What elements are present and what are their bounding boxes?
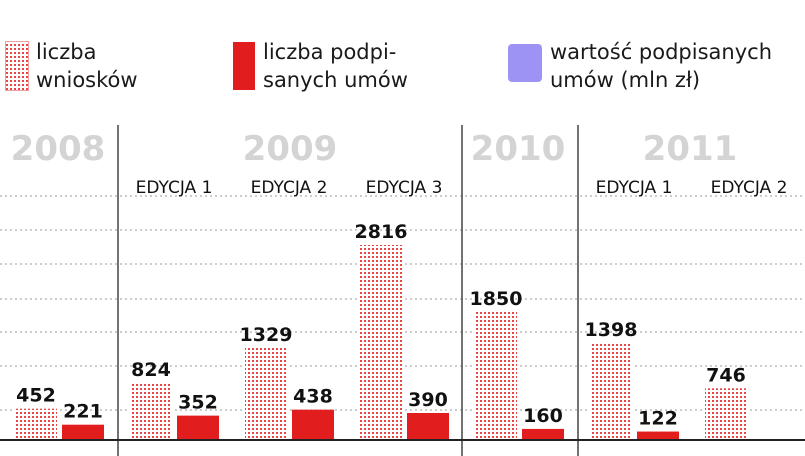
year-separators (117, 125, 579, 456)
edition-label: EDYCJA 2 (251, 178, 328, 198)
legend-swatch-wartosc (508, 44, 542, 82)
bar-umowy (407, 412, 449, 440)
bar-wnioski (705, 388, 747, 440)
legend-label-umowy: liczba podpi- sanych umów (263, 40, 408, 92)
edition-label: EDYCJA 1 (136, 178, 213, 198)
edition-label: EDYCJA 2 (711, 178, 788, 198)
edition-label: EDYCJA 3 (366, 178, 443, 198)
value-label-umowy: 352 (178, 392, 218, 414)
bar-umowy (637, 431, 679, 440)
value-label-wnioski: 1398 (585, 319, 638, 341)
year-label: 2008 (11, 129, 106, 169)
bar-wnioski (245, 347, 287, 440)
legend-swatch-umowy (233, 42, 255, 90)
value-label-wnioski: 1850 (470, 288, 523, 310)
legend-label-wartosc: wartość podpisanych umów (mln zł) (550, 40, 772, 92)
year-label: 2010 (471, 129, 566, 169)
bar-wnioski (590, 343, 632, 440)
bar-wnioski (15, 408, 57, 440)
bar-wnioski (130, 382, 172, 440)
bar-wnioski (475, 311, 517, 440)
bar-umowy (177, 415, 219, 440)
value-label-umowy: 122 (638, 408, 678, 430)
year-labels: 2008 2009 2010 2011 (11, 129, 738, 169)
gridlines (0, 195, 805, 411)
edition-labels: EDYCJA 1 EDYCJA 2 EDYCJA 3 EDYCJA 1 EDYCJA 2 (136, 178, 788, 198)
value-label-umowy: 160 (523, 405, 563, 427)
legend-item-wnioski: liczba wniosków (5, 38, 226, 94)
year-label: 2011 (643, 129, 738, 169)
legend-item-wartosc: wartość podpisanych umów (mln zł) (508, 38, 805, 94)
value-labels: 452 221 824 352 1329 438 2816 390 1850 160 1398 122… (16, 221, 746, 430)
bar-umowy (62, 424, 104, 440)
value-label-wnioski: 452 (16, 385, 56, 407)
legend-item-umowy: liczba podpi- sanych umów (233, 38, 453, 94)
legend-swatch-wnioski (5, 41, 29, 91)
value-label-wnioski: 824 (131, 359, 171, 381)
value-label-wnioski: 2816 (355, 221, 408, 243)
bars (15, 245, 747, 440)
year-label: 2009 (243, 129, 338, 169)
legend-label-wnioski: liczba wniosków (36, 40, 138, 92)
bar-umowy (522, 428, 564, 440)
edition-label: EDYCJA 1 (596, 178, 673, 198)
value-label-wnioski: 1329 (240, 324, 293, 346)
value-label-umowy: 390 (408, 389, 448, 411)
value-label-umowy: 438 (293, 386, 333, 408)
bar-wnioski (360, 245, 402, 440)
value-label-umowy: 221 (63, 401, 103, 423)
value-label-wnioski: 746 (706, 364, 746, 386)
bar-umowy (292, 409, 334, 440)
